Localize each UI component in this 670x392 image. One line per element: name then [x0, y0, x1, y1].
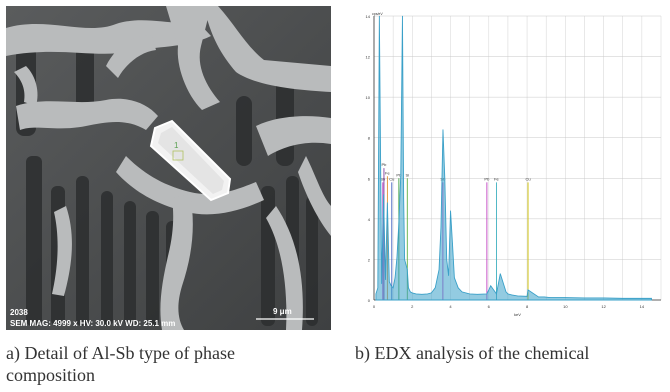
- spectrum-point: [444, 178, 445, 179]
- spectrum-point: [490, 286, 491, 287]
- spectrum-point: [376, 294, 377, 295]
- spectrum-point: [427, 294, 428, 295]
- spectrum-point: [393, 288, 394, 289]
- spectrum-point: [622, 298, 623, 299]
- element-marker-label: Pb: [381, 162, 387, 167]
- sem-info-bar: SEM MAG: 4999 x HV: 30.0 kV WD: 25.1 mm: [10, 319, 175, 328]
- spectrum-point: [508, 294, 509, 295]
- x-tick-label: 10: [563, 304, 568, 309]
- spectrum-point: [584, 298, 585, 299]
- spectrum-point: [391, 286, 392, 287]
- spectrum-point: [416, 294, 417, 295]
- y-tick-label: 2: [368, 257, 371, 262]
- spectrum-point: [385, 279, 386, 280]
- spectrum-point: [527, 296, 528, 297]
- sem-micrograph: 1 2038 SEM MAG: 4999 x HV: 30.0 kV WD: 2…: [6, 6, 331, 330]
- spectrum-point: [379, 16, 380, 17]
- y-tick-label: 6: [368, 176, 371, 181]
- y-tick-label: 8: [368, 136, 371, 141]
- point-label: 1: [174, 141, 179, 150]
- y-tick-label: 4: [368, 217, 371, 222]
- x-tick-label: 4: [449, 304, 452, 309]
- y-unit-label: cps/eV: [372, 12, 383, 16]
- spectrum-point: [603, 298, 604, 299]
- spectrum-point: [538, 297, 539, 298]
- spectrum-point: [412, 293, 413, 294]
- y-tick-label: 12: [366, 55, 371, 60]
- spectrum-point: [378, 288, 379, 289]
- spectrum-point: [387, 202, 388, 203]
- x-tick-label: 6: [488, 304, 491, 309]
- element-marker-label: Si: [406, 172, 410, 177]
- spectrum-point: [458, 288, 459, 289]
- spectrum-point: [439, 269, 440, 270]
- spectrum-point: [565, 297, 566, 298]
- spectrum-point: [404, 259, 405, 260]
- spectrum-point: [528, 290, 529, 291]
- spectrum-point: [435, 288, 436, 289]
- y-tick-label: 10: [366, 95, 371, 100]
- element-marker-label: Cu: [389, 176, 394, 181]
- element-marker-label: Cu: [525, 176, 530, 181]
- spectrum-point: [431, 293, 432, 294]
- spectrum-point: [402, 16, 403, 17]
- spectrum-point: [651, 298, 652, 299]
- spectrum-point: [395, 277, 396, 278]
- spectrum-point: [446, 259, 447, 260]
- sample-id: 2038: [10, 308, 28, 317]
- x-tick-label: 8: [526, 304, 529, 309]
- spectrum-point: [403, 198, 404, 199]
- spectrum-point: [452, 243, 453, 244]
- x-tick-label: 0: [373, 304, 376, 309]
- caption-a-line2: composition: [6, 364, 95, 386]
- element-marker-label: Fe: [494, 176, 499, 181]
- element-marker-label: Pb: [484, 176, 490, 181]
- spectrum-point: [407, 269, 408, 270]
- caption-a-line1: a) Detail of Al-Sb type of phase: [6, 342, 235, 364]
- element-marker-label: Fe: [385, 170, 390, 175]
- scale-label: 9 μm: [273, 307, 292, 316]
- x-tick-label: 12: [601, 304, 606, 309]
- spectrum-point: [469, 294, 470, 295]
- spectrum-point: [642, 298, 643, 299]
- spectrum-point: [443, 129, 444, 130]
- spectrum-point: [496, 294, 497, 295]
- x-axis-label: keV: [514, 312, 521, 317]
- spectrum-point: [517, 296, 518, 297]
- spectrum-point: [450, 210, 451, 211]
- spectrum-point: [383, 194, 384, 195]
- spectrum-point: [422, 294, 423, 295]
- spectrum-point: [454, 277, 455, 278]
- x-tick-label: 14: [640, 304, 645, 309]
- spectrum-point: [408, 288, 409, 289]
- caption-b-line1: b) EDX analysis of the chemical: [355, 342, 589, 364]
- y-tick-label: 0: [368, 298, 371, 303]
- spectrum-point: [448, 275, 449, 276]
- spectrum-point: [487, 294, 488, 295]
- spectrum-point: [511, 295, 512, 296]
- spectrum-point: [462, 292, 463, 293]
- spectrum-series: [376, 16, 652, 300]
- x-tick-label: 2: [411, 304, 414, 309]
- spectrum-point: [441, 227, 442, 228]
- spectrum-point: [550, 297, 551, 298]
- spectrum-point: [381, 283, 382, 284]
- edx-spectrum-chart: 0 2 4 6 8 10 12 14 0 2 4 6 8 10 12 14 cps/eV keV Sb Fe Cu Pb P…: [356, 8, 665, 322]
- spectrum-point: [397, 257, 398, 258]
- spectrum-point: [400, 174, 401, 175]
- spectrum-point: [389, 281, 390, 282]
- spectrum-point: [500, 273, 501, 274]
- spectrum-point: [399, 223, 400, 224]
- spectrum-point: [544, 297, 545, 298]
- spectrum-point: [506, 292, 507, 293]
- spectrum-point: [410, 292, 411, 293]
- spectrum-point: [477, 294, 478, 295]
- sem-image: 1: [6, 6, 331, 330]
- y-tick-label: 14: [366, 14, 371, 19]
